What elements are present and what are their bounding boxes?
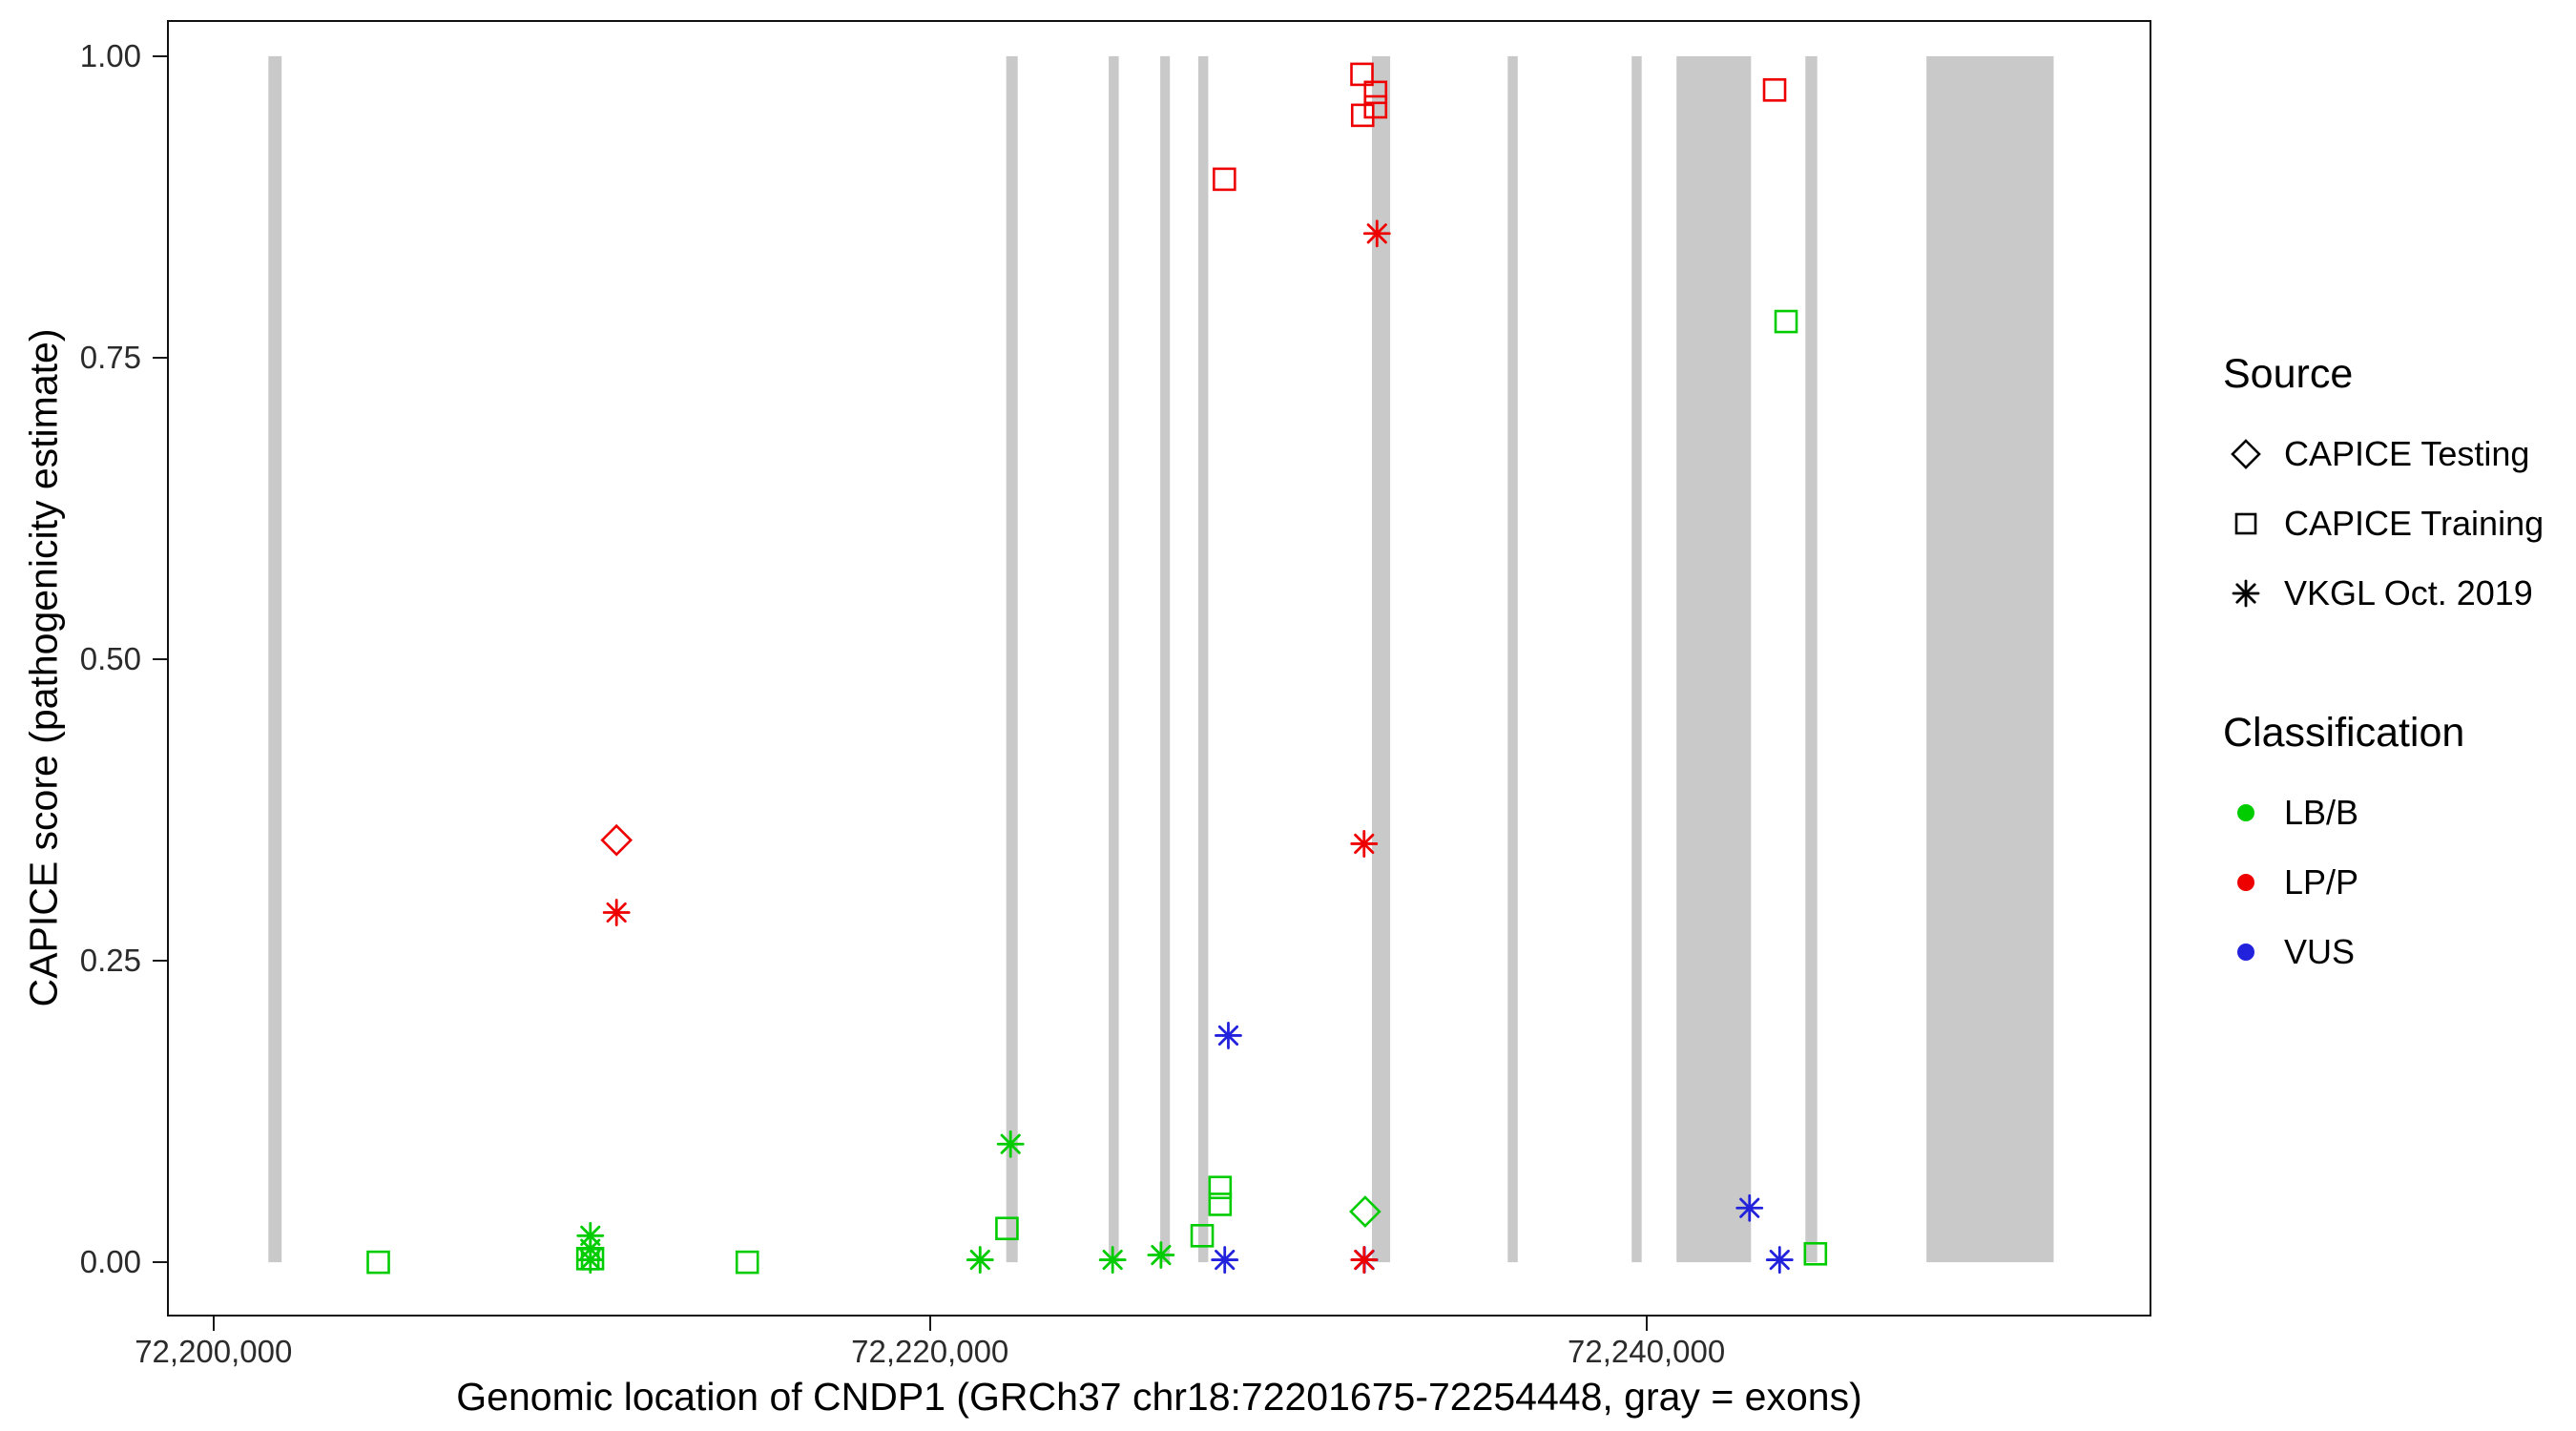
data-point-asterisk — [1098, 1246, 1127, 1274]
data-point-square — [1803, 1241, 1828, 1266]
data-point-square — [1213, 167, 1236, 192]
data-point-asterisk — [1215, 1022, 1242, 1049]
x-axis-title: Genomic location of CNDP1 (GRCh37 chr18:… — [456, 1375, 1862, 1419]
data-point-asterisk — [602, 899, 631, 926]
data-point-square — [1774, 309, 1798, 334]
legend-classification-block: Classification LB/B LP/P VUS — [2223, 710, 2576, 986]
data-point-asterisk — [996, 1130, 1025, 1158]
legend-label: LB/B — [2284, 792, 2359, 832]
exon-bar — [1006, 55, 1018, 1263]
legend-item-vkgl: VKGL Oct. 2019 — [2223, 558, 2576, 628]
legend-source-title: Source — [2223, 351, 2354, 397]
dot-marker-icon — [2237, 803, 2254, 821]
exon-bar — [1372, 55, 1391, 1263]
legend-label: LP/P — [2284, 861, 2359, 902]
data-point-square — [735, 1250, 759, 1275]
data-point-square — [1208, 1192, 1233, 1216]
y-tick-mark — [153, 1261, 167, 1264]
x-tick-mark — [212, 1317, 215, 1331]
x-tick-mark — [1645, 1317, 1648, 1331]
legend-label: CAPICE Training — [2284, 503, 2545, 543]
dot-marker-icon — [2237, 873, 2254, 891]
exon-bar — [1160, 55, 1171, 1263]
data-point-asterisk — [1350, 1246, 1379, 1274]
exon-bar — [268, 55, 282, 1263]
data-point-diamond — [1349, 1195, 1381, 1228]
legend-label: VKGL Oct. 2019 — [2284, 572, 2533, 612]
data-point-asterisk — [1350, 830, 1379, 858]
legend-item-vus: VUS — [2223, 917, 2576, 986]
y-axis-title: CAPICE score (pathogenicity estimate) — [21, 328, 66, 1007]
legend-source-block: Source CAPICE Testing CAPICE Training — [2223, 351, 2576, 628]
y-tick-label: 0.00 — [79, 1244, 141, 1280]
data-point-diamond — [600, 823, 634, 857]
data-point-square — [1363, 80, 1388, 105]
panel-border — [167, 20, 2151, 1317]
legend-item-lpp: LP/P — [2223, 847, 2576, 917]
y-tick-label: 1.00 — [79, 37, 141, 73]
data-point-square — [1208, 1175, 1233, 1200]
data-point-square — [1363, 94, 1388, 119]
exon-bar — [1676, 55, 1752, 1263]
x-tick-mark — [928, 1317, 931, 1331]
data-point-asterisk — [1147, 1241, 1175, 1269]
legend-item-capice-training: CAPICE Training — [2223, 488, 2576, 558]
data-point-asterisk — [1765, 1246, 1794, 1274]
legend: Source CAPICE Testing CAPICE Training — [2223, 351, 2576, 986]
legend-classification-title: Classification — [2223, 710, 2465, 756]
exon-bar — [1631, 55, 1642, 1263]
data-point-asterisk — [1362, 219, 1391, 248]
plot-panel — [167, 20, 2151, 1317]
y-tick-mark — [153, 960, 167, 963]
data-point-square — [1350, 103, 1375, 128]
dot-marker-icon — [2237, 943, 2254, 961]
exon-bar — [1507, 55, 1518, 1263]
asterisk-marker-icon — [2232, 579, 2260, 607]
y-tick-label: 0.75 — [79, 339, 141, 375]
x-tick-label: 72,240,000 — [1568, 1334, 1726, 1369]
data-point-square — [995, 1216, 1019, 1241]
y-tick-mark — [153, 54, 167, 57]
data-point-square — [366, 1250, 390, 1275]
data-point-asterisk — [966, 1246, 994, 1274]
exon-bar — [1926, 55, 2054, 1263]
data-point-square — [1762, 78, 1787, 102]
y-tick-mark — [153, 356, 167, 359]
exon-bar — [1805, 55, 1818, 1263]
legend-label: CAPICE Testing — [2284, 433, 2530, 473]
legend-label: VUS — [2284, 931, 2356, 971]
data-point-asterisk — [1211, 1246, 1239, 1274]
x-tick-label: 72,220,000 — [851, 1334, 1009, 1369]
y-tick-label: 0.25 — [79, 943, 141, 979]
data-point-asterisk — [576, 1246, 605, 1274]
y-tick-label: 0.50 — [79, 641, 141, 677]
legend-item-capice-testing: CAPICE Testing — [2223, 419, 2576, 488]
y-tick-mark — [153, 658, 167, 661]
exon-bar — [1109, 55, 1119, 1263]
data-point-square — [1190, 1223, 1215, 1248]
x-tick-label: 72,200,000 — [135, 1334, 293, 1369]
diamond-marker-icon — [2231, 438, 2261, 469]
legend-item-lbb: LB/B — [2223, 778, 2576, 847]
data-point-square — [1350, 62, 1374, 87]
square-marker-icon — [2234, 512, 2257, 534]
data-point-asterisk — [1735, 1193, 1764, 1222]
exon-bar — [1197, 55, 1209, 1263]
